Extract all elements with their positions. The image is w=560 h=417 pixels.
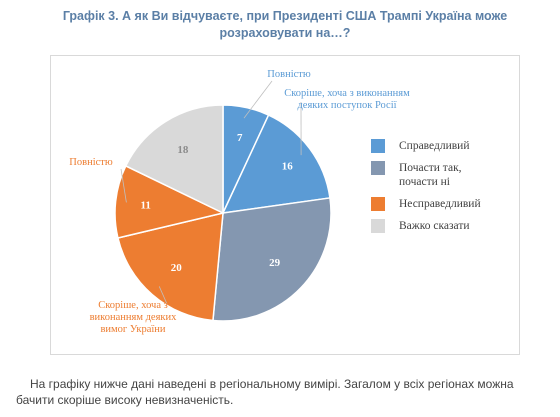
footer-note: На графіку нижче дані наведені в регіона… [16, 376, 552, 408]
legend-item-0: Справедливий [371, 139, 499, 153]
callout-label-2-line-2: вимог України [100, 324, 165, 335]
chart-area: 7 16 29 20 11 18 Повністю Скоріше, хоча з викон… [50, 55, 520, 355]
legend-label-2: Несправедливий [399, 198, 481, 210]
legend-swatch-3 [371, 219, 385, 233]
pie-slice-2 [212, 197, 332, 322]
legend-label-1: Почасти так, почасти ні [399, 162, 462, 188]
callout-label-2-line-1: виконанням деяких [90, 312, 178, 323]
footer-text: На графіку нижче дані наведені в регіона… [16, 377, 514, 407]
legend-item-1: Почасти так, почасти ні [371, 161, 499, 189]
callout-label-2-line-0: Скоріше, хоча з [98, 300, 168, 311]
slice-value-label-0: 7 [237, 132, 243, 144]
legend-swatch-1 [371, 161, 385, 175]
callout-leader-3 [120, 168, 127, 203]
callout-label-0-line-0: Повністю [267, 69, 311, 80]
pie-slice-3 [117, 212, 224, 322]
slice-value-label-5: 18 [177, 144, 189, 156]
callout-label-1-line-1: деяких поступок Росії [297, 100, 396, 111]
callout-leader-0 [243, 80, 273, 119]
chart-legend: Справедливий Почасти так, почасти ні Неспр… [371, 139, 499, 241]
slice-value-label-4: 11 [140, 200, 150, 212]
legend-swatch-0 [371, 139, 385, 153]
legend-item-3: Важко сказати [371, 219, 499, 233]
callout-leader-2 [158, 286, 168, 305]
pie-slice-4 [114, 164, 226, 239]
pie-slice-1 [221, 114, 331, 214]
pie-slice-5 [124, 104, 224, 215]
callout-label-3-line-0: Повністю [69, 157, 113, 168]
callout-label-1-line-0: Скоріше, хоча з виконанням [284, 88, 410, 99]
legend-swatch-2 [371, 197, 385, 211]
chart-title: Графік 3. А як Ви відчуваєте, при Презид… [62, 9, 508, 40]
legend-label-0: Справедливий [399, 140, 470, 152]
slice-value-label-1: 16 [282, 160, 294, 172]
legend-item-2: Несправедливий [371, 197, 499, 211]
legend-label-3: Важко сказати [399, 220, 470, 232]
slice-value-label-3: 20 [171, 262, 183, 274]
slice-value-label-2: 29 [269, 257, 281, 269]
pie-chart: 7 16 29 20 11 18 Повністю Скоріше, хоча з викон… [69, 69, 410, 335]
